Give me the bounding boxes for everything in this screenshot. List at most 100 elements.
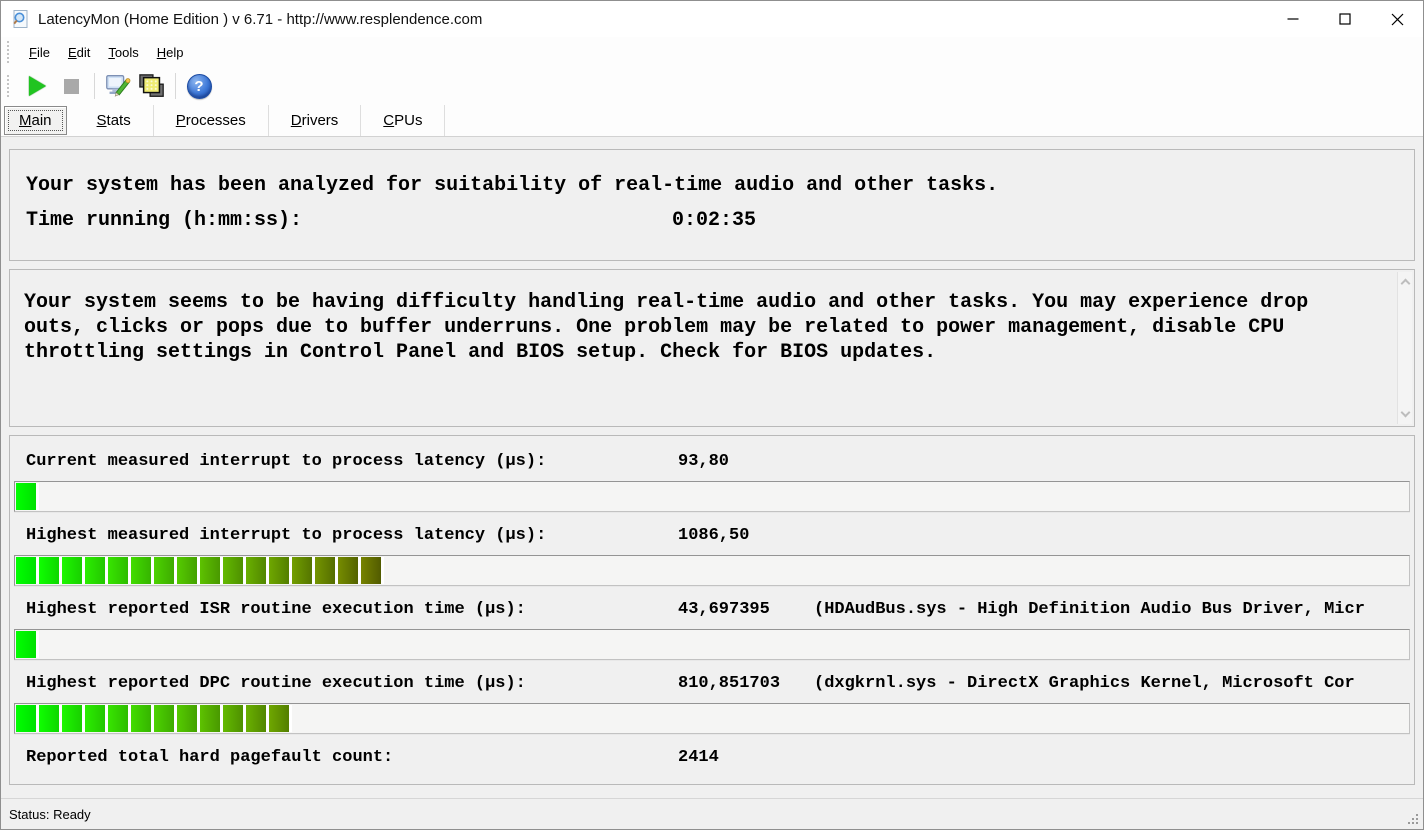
bar-segment — [338, 557, 361, 584]
processes-window-button[interactable] — [135, 70, 169, 102]
play-icon — [28, 76, 46, 96]
bar-segment — [200, 705, 223, 732]
measurement-row: Reported total hard pagefault count: 241… — [14, 746, 1410, 770]
bar-segment — [62, 557, 85, 584]
measurement-value: 43,697395 — [678, 600, 770, 619]
stop-monitor-button[interactable] — [54, 70, 88, 102]
title-bar: LatencyMon (Home Edition ) v 6.71 - http… — [1, 1, 1423, 37]
menu-file[interactable]: File — [29, 44, 50, 60]
status-bar: Status: Ready — [1, 798, 1423, 829]
close-button[interactable] — [1371, 1, 1423, 37]
time-running-label: Time running (h:mm:ss): — [26, 209, 303, 232]
resize-grip[interactable] — [1407, 813, 1421, 827]
measurement-value: 2414 — [678, 748, 719, 767]
measurement-row: Current measured interrupt to process la… — [14, 450, 1410, 474]
bar-segment — [62, 705, 85, 732]
processes-window-icon — [139, 73, 164, 97]
menu-tools[interactable]: Tools — [108, 44, 139, 60]
measurement-label: Highest reported ISR routine execution t… — [26, 600, 526, 619]
bar-segment — [246, 557, 269, 584]
bar-segment — [16, 631, 39, 658]
measurement-value: 93,80 — [678, 452, 730, 471]
options-icon — [106, 75, 131, 97]
toolbar-separator — [175, 73, 176, 99]
tab-main[interactable]: Main — [4, 106, 67, 135]
measurement-driver-info: (HDAudBus.sys - High Definition Audio Bu… — [814, 600, 1365, 619]
bar-segment — [246, 705, 269, 732]
main-content: Your system has been analyzed for suitab… — [1, 137, 1423, 799]
scroll-up-icon[interactable] — [1400, 278, 1410, 289]
menu-help[interactable]: Help — [156, 44, 184, 60]
measurement-label: Current measured interrupt to process la… — [26, 452, 547, 471]
measurement-value: 810,851703 — [678, 674, 781, 693]
window-title: LatencyMon (Home Edition ) v 6.71 - http… — [38, 10, 483, 28]
help-button[interactable]: ? — [182, 70, 216, 102]
tab-drivers[interactable]: Drivers — [269, 105, 362, 136]
menu-bar: File Edit Tools Help — [1, 37, 1423, 67]
bar-segment — [361, 557, 384, 584]
bar-segment — [223, 705, 246, 732]
warning-text-line: outs, clicks or pops due to buffer under… — [24, 316, 1285, 339]
bar-segment — [292, 557, 315, 584]
time-running-value: 0:02:35 — [672, 209, 757, 232]
bar-segment — [16, 705, 39, 732]
measurement-row: Highest reported DPC routine execution t… — [14, 672, 1410, 696]
bar-segment — [154, 557, 177, 584]
bar-segment — [108, 557, 131, 584]
bar-segment — [200, 557, 223, 584]
analysis-panel: Your system has been analyzed for suitab… — [9, 149, 1415, 261]
bar-segment — [108, 705, 131, 732]
dpc-time-bar — [14, 703, 1410, 734]
analysis-heading: Your system has been analyzed for suitab… — [26, 174, 999, 197]
toolbar-separator — [94, 73, 95, 99]
warning-text-line: Your system seems to be having difficult… — [24, 291, 1309, 314]
scroll-down-icon[interactable] — [1400, 407, 1410, 418]
bar-segment — [39, 705, 62, 732]
measurement-value: 1086,50 — [678, 526, 750, 545]
toolbar-gripper — [7, 75, 12, 97]
app-icon — [11, 9, 30, 30]
bar-segment — [269, 705, 292, 732]
stop-icon — [63, 78, 79, 94]
bar-segment — [154, 705, 177, 732]
minimize-button[interactable] — [1267, 1, 1319, 37]
bar-segment — [16, 557, 39, 584]
start-monitor-button[interactable] — [20, 70, 54, 102]
menubar-gripper — [7, 41, 12, 63]
measurement-row: Highest measured interrupt to process la… — [14, 524, 1410, 548]
highest-latency-bar — [14, 555, 1410, 586]
current-latency-bar — [14, 481, 1410, 512]
maximize-button[interactable] — [1319, 1, 1371, 37]
bar-segment — [85, 705, 108, 732]
measurement-driver-info: (dxgkrnl.sys - DirectX Graphics Kernel, … — [814, 674, 1355, 693]
bar-segment — [131, 705, 154, 732]
measurement-label: Reported total hard pagefault count: — [26, 748, 394, 767]
bar-segment — [39, 557, 62, 584]
status-text: Status: Ready — [9, 806, 91, 822]
menu-edit[interactable]: Edit — [67, 44, 91, 60]
tab-cpus[interactable]: CPUs — [361, 105, 446, 136]
bar-segment — [16, 483, 39, 510]
measurement-label: Highest measured interrupt to process la… — [26, 526, 547, 545]
bar-segment — [85, 557, 108, 584]
isr-time-bar — [14, 629, 1410, 660]
bar-segment — [223, 557, 246, 584]
tab-processes[interactable]: Processes — [154, 105, 269, 136]
help-icon: ? — [186, 73, 212, 99]
tab-strip: Main Stats Processes Drivers CPUs — [1, 105, 1423, 137]
warning-text-line: throttling settings in Control Panel and… — [24, 341, 937, 364]
options-button[interactable] — [101, 70, 135, 102]
bar-segment — [177, 557, 200, 584]
warning-panel: Your system seems to be having difficult… — [9, 269, 1415, 427]
measurements-panel: Current measured interrupt to process la… — [9, 435, 1415, 785]
measurement-row: Highest reported ISR routine execution t… — [14, 598, 1410, 622]
measurement-label: Highest reported DPC routine execution t… — [26, 674, 526, 693]
toolbar: ? — [1, 67, 1423, 105]
warning-scrollbar[interactable] — [1397, 272, 1412, 424]
tab-stats[interactable]: Stats — [75, 105, 154, 136]
bar-segment — [177, 705, 200, 732]
bar-segment — [269, 557, 292, 584]
bar-segment — [131, 557, 154, 584]
bar-segment — [315, 557, 338, 584]
